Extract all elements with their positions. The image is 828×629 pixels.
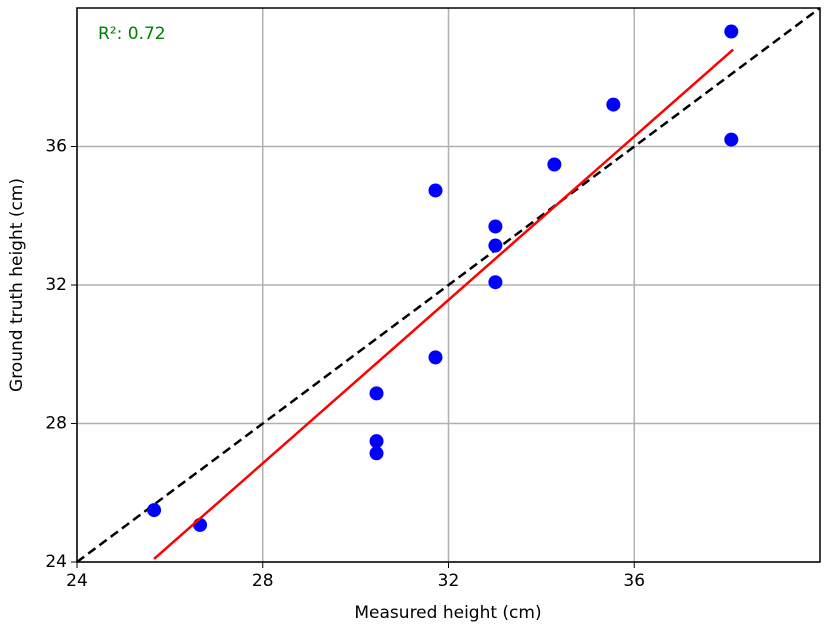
y-tick-label: 28 bbox=[45, 414, 67, 434]
reference-line bbox=[76, 6, 821, 564]
y-tick-label: 36 bbox=[45, 137, 67, 157]
point bbox=[147, 503, 162, 518]
point bbox=[369, 386, 384, 401]
point bbox=[724, 24, 739, 39]
point bbox=[428, 350, 443, 365]
plot-frame bbox=[76, 7, 821, 563]
point bbox=[488, 238, 503, 253]
x-axis-label: Measured height (cm) bbox=[354, 603, 541, 623]
point bbox=[488, 275, 503, 290]
point bbox=[547, 157, 562, 172]
point bbox=[369, 446, 384, 461]
x-tick-label: 36 bbox=[623, 571, 645, 591]
point bbox=[606, 97, 621, 112]
point bbox=[488, 219, 503, 234]
x-tick-label: 28 bbox=[252, 571, 274, 591]
y-tick-label: 32 bbox=[45, 275, 67, 295]
point bbox=[724, 132, 739, 147]
annotation: R²: 0.72 bbox=[98, 24, 166, 44]
fit-line bbox=[153, 48, 734, 560]
x-tick-label: 24 bbox=[66, 571, 88, 591]
point bbox=[428, 183, 443, 198]
y-tick-label: 24 bbox=[45, 552, 67, 572]
x-tick-label: 32 bbox=[438, 571, 460, 591]
point bbox=[369, 434, 384, 449]
y-axis-label: Ground truth height (cm) bbox=[7, 178, 27, 392]
